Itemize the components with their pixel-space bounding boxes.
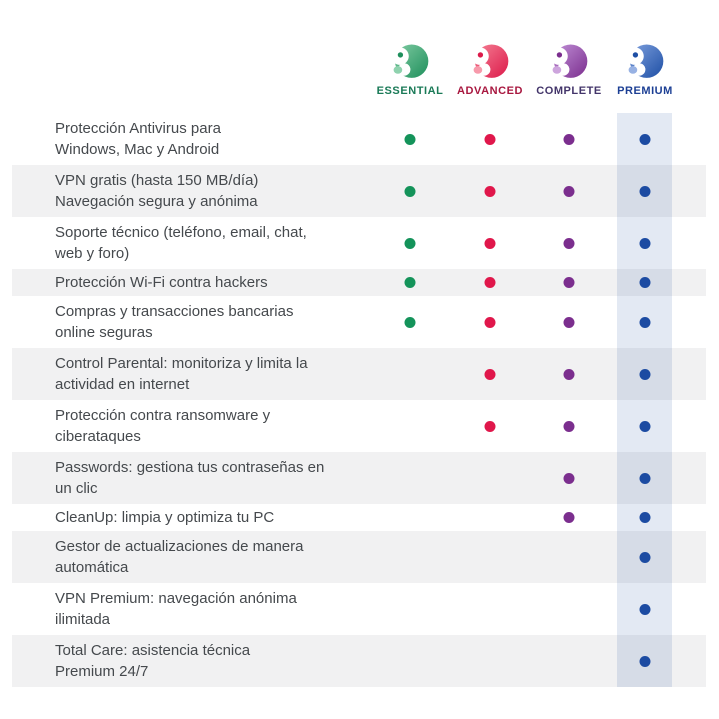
plan-name-label: ESSENTIAL — [376, 85, 444, 97]
included-dot-essential — [404, 316, 416, 328]
table-row: Protección Wi-Fi contra hackers — [12, 269, 706, 296]
panda-logo-icon — [626, 44, 664, 78]
feature-description: Total Care: asistencia técnica Premium 2… — [55, 642, 251, 680]
included-dot-premium — [639, 472, 651, 484]
table-row: CleanUp: limpia y optimiza tu PC — [12, 504, 706, 531]
table-row: Gestor de actualizaciones de manera auto… — [12, 531, 706, 583]
feature-description: VPN Premium: navegación anónima ilimitad… — [55, 590, 297, 628]
feature-description: Gestor de actualizaciones de manera auto… — [55, 538, 304, 576]
plan-name-label: ADVANCED — [457, 85, 523, 97]
table-row: Passwords: gestiona tus contraseñas en u… — [12, 452, 706, 504]
table-row: VPN gratis (hasta 150 MB/día) Navegación… — [12, 165, 706, 217]
plan-name-label: PREMIUM — [617, 85, 673, 97]
included-dot-premium — [639, 185, 651, 197]
feature-description: Soporte técnico (teléfono, email, chat, … — [55, 224, 307, 262]
included-dot-advanced — [484, 277, 496, 288]
included-dot-premium — [639, 133, 651, 145]
included-dot-complete — [563, 368, 575, 380]
feature-description: Compras y transacciones bancarias online… — [55, 303, 294, 341]
table-row: Compras y transacciones bancarias online… — [12, 296, 706, 348]
included-dot-premium — [639, 237, 651, 249]
panda-logo-icon — [391, 44, 429, 78]
table-row: Total Care: asistencia técnica Premium 2… — [12, 635, 706, 687]
table-row: VPN Premium: navegación anónima ilimitad… — [12, 583, 706, 635]
feature-rows: Protección Antivirus para Windows, Mac y… — [0, 113, 719, 687]
table-row: Protección Antivirus para Windows, Mac y… — [12, 113, 706, 165]
included-dot-premium — [639, 512, 651, 523]
plan-header-essential: ESSENTIAL — [355, 42, 465, 97]
plan-header-complete: COMPLETE — [514, 42, 624, 97]
feature-description: Protección Antivirus para Windows, Mac y… — [55, 120, 221, 158]
panda-logo-icon — [471, 44, 509, 78]
feature-description: VPN gratis (hasta 150 MB/día) Navegación… — [55, 172, 259, 210]
included-dot-premium — [639, 368, 651, 380]
included-dot-essential — [404, 277, 416, 288]
included-dot-premium — [639, 655, 651, 667]
included-dot-complete — [563, 420, 575, 432]
feature-description: CleanUp: limpia y optimiza tu PC — [55, 509, 275, 526]
included-dot-advanced — [484, 185, 496, 197]
included-dot-complete — [563, 316, 575, 328]
plan-header-advanced: ADVANCED — [435, 42, 545, 97]
included-dot-essential — [404, 185, 416, 197]
table-row: Protección contra ransomware y ciberataq… — [12, 400, 706, 452]
included-dot-essential — [404, 133, 416, 145]
included-dot-advanced — [484, 237, 496, 249]
included-dot-premium — [639, 316, 651, 328]
included-dot-advanced — [484, 316, 496, 328]
included-dot-premium — [639, 603, 651, 615]
included-dot-advanced — [484, 368, 496, 380]
included-dot-premium — [639, 551, 651, 563]
included-dot-complete — [563, 277, 575, 288]
feature-description: Passwords: gestiona tus contraseñas en u… — [55, 459, 325, 497]
included-dot-premium — [639, 277, 651, 288]
plan-name-label: COMPLETE — [536, 85, 602, 97]
included-dot-complete — [563, 472, 575, 484]
included-dot-essential — [404, 237, 416, 249]
included-dot-advanced — [484, 420, 496, 432]
table-row: Soporte técnico (teléfono, email, chat, … — [12, 217, 706, 269]
included-dot-complete — [563, 512, 575, 523]
included-dot-premium — [639, 420, 651, 432]
table-row: Control Parental: monitoriza y limita la… — [12, 348, 706, 400]
panda-logo-icon — [550, 44, 588, 78]
plan-header-premium: PREMIUM — [590, 42, 700, 97]
included-dot-complete — [563, 133, 575, 145]
included-dot-advanced — [484, 133, 496, 145]
included-dot-complete — [563, 237, 575, 249]
feature-description: Protección contra ransomware y ciberataq… — [55, 407, 271, 445]
feature-description: Control Parental: monitoriza y limita la… — [55, 355, 308, 393]
included-dot-complete — [563, 185, 575, 197]
feature-description: Protección Wi-Fi contra hackers — [55, 274, 268, 291]
